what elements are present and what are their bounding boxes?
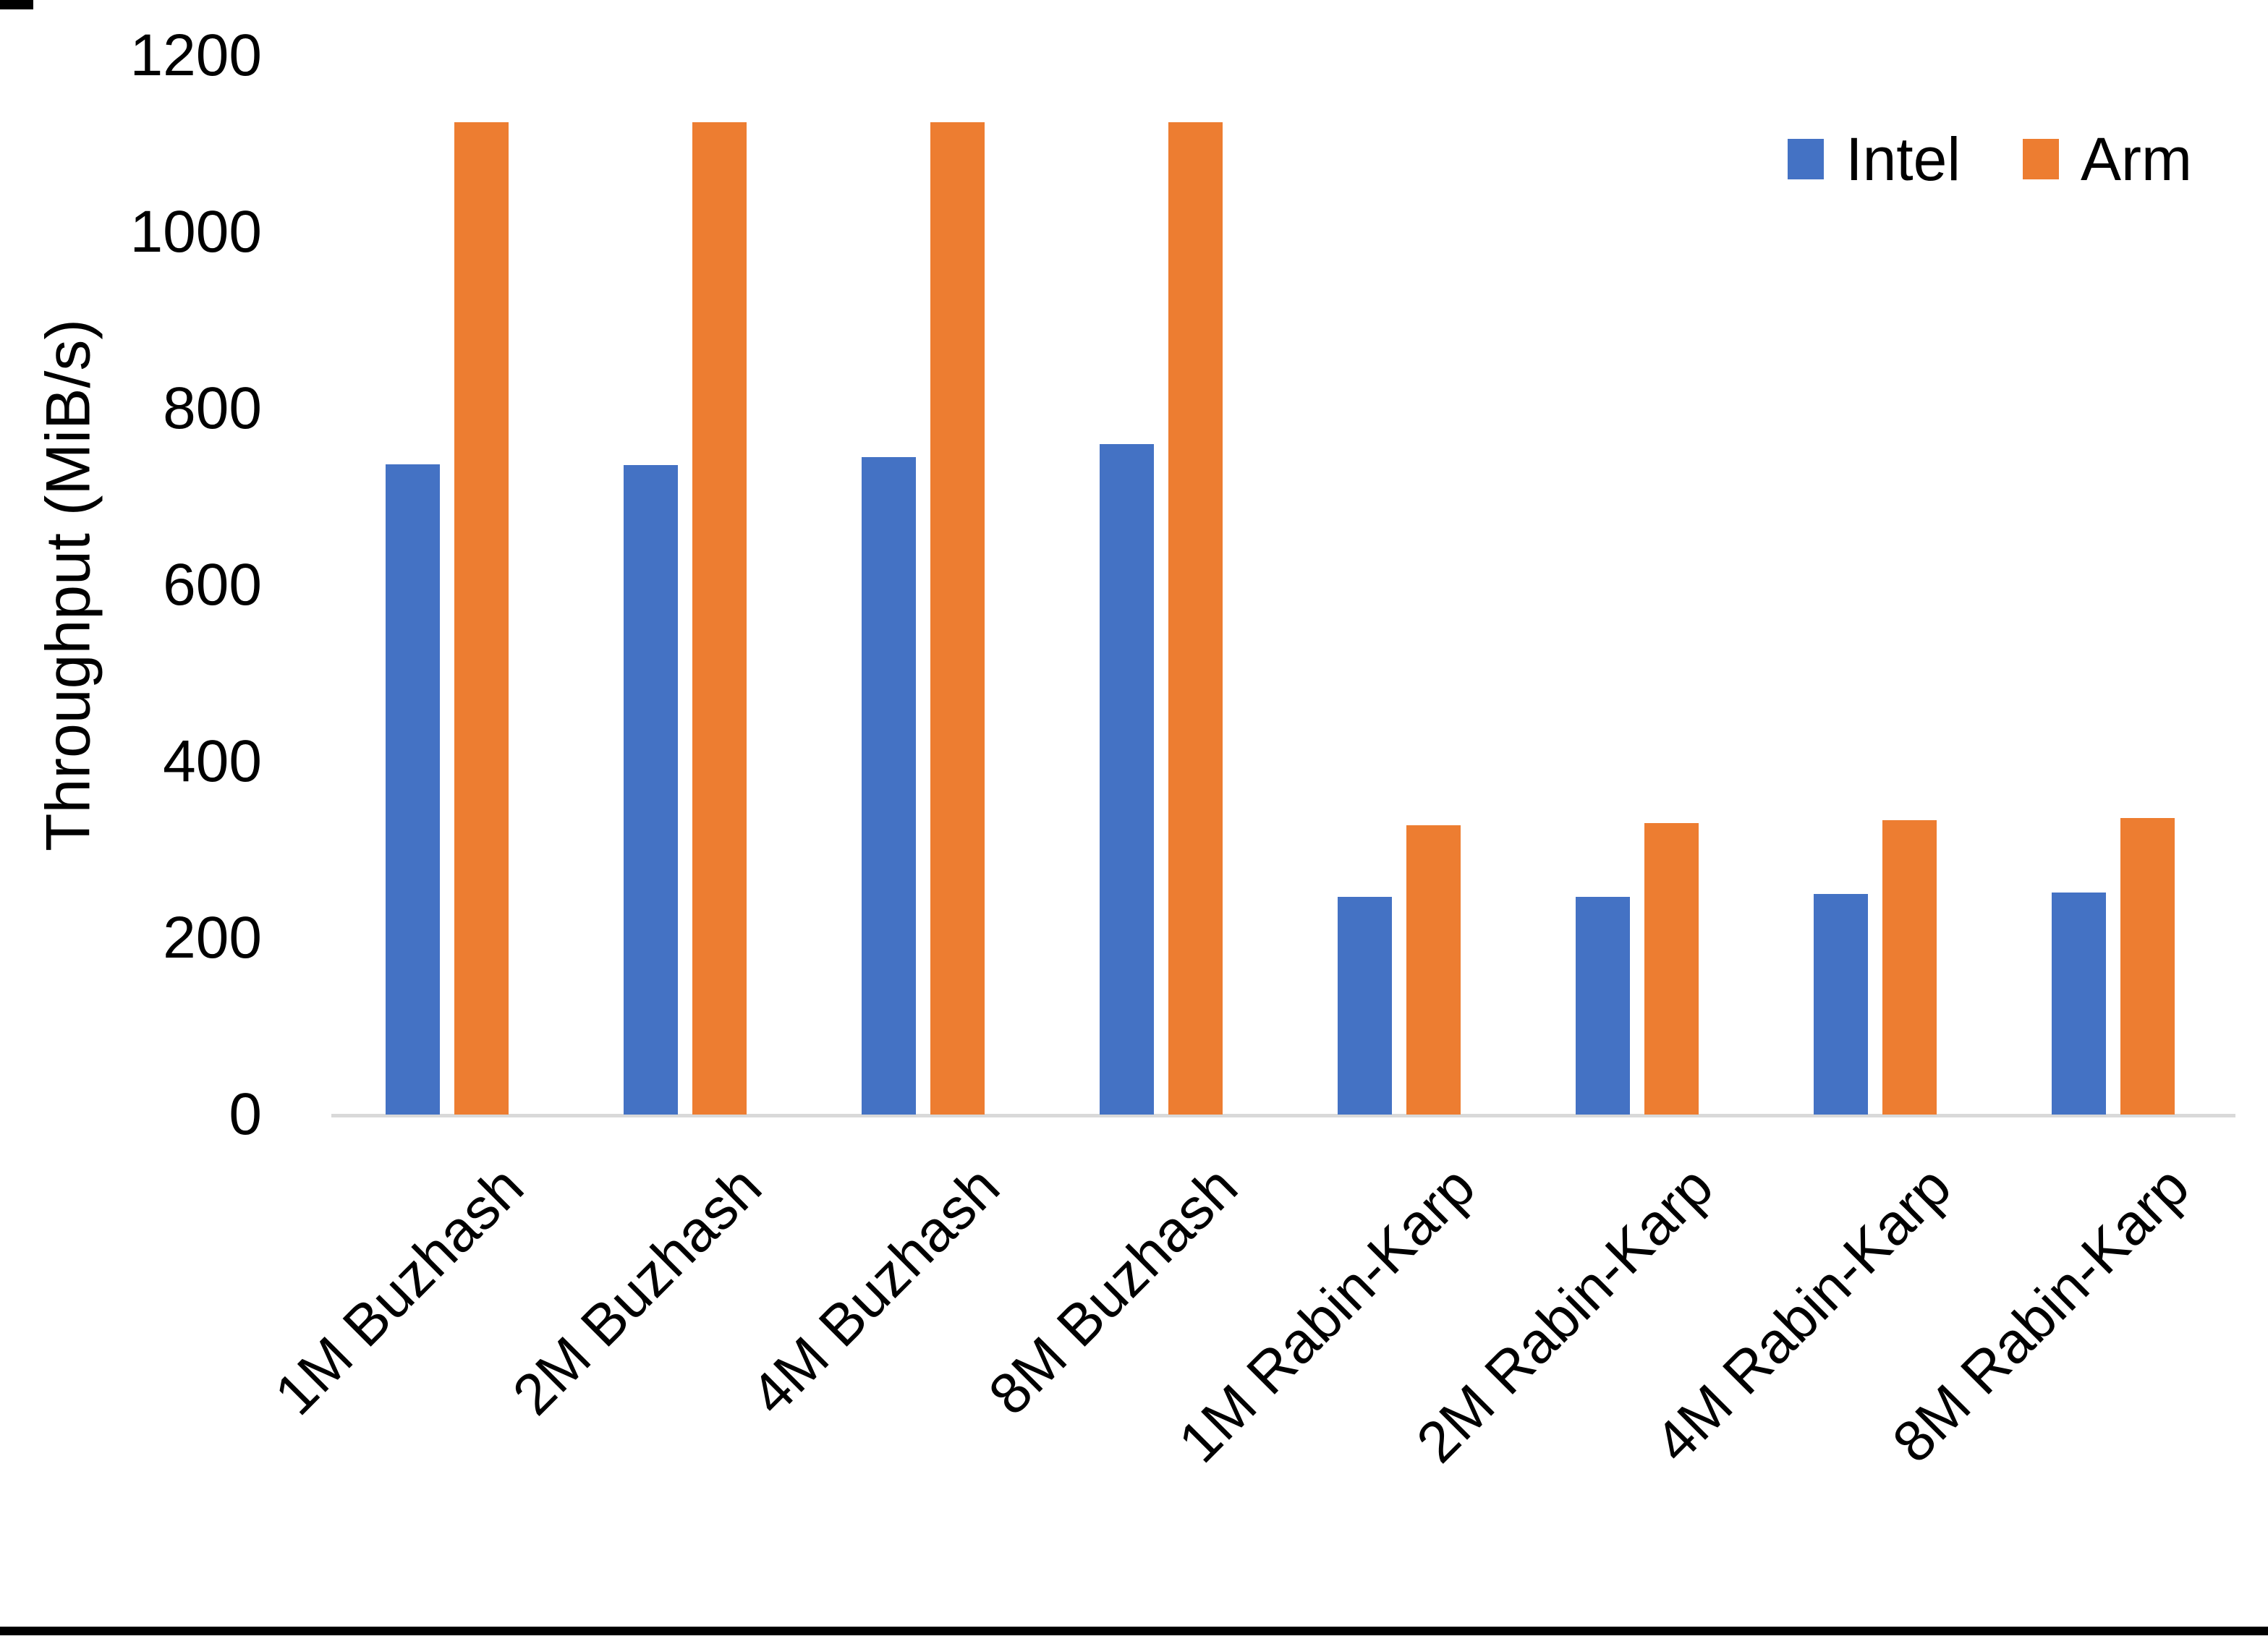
- bar-intel-4m-rabin-karp: [1814, 894, 1868, 1115]
- bar-intel-8m-buzhash: [1100, 443, 1154, 1115]
- y-tick-label-600: 600: [163, 552, 262, 618]
- x-axis-labels: 1M Buzhash 2M Buzhash 4M Buzhash 8M Buzhash…: [263, 1115, 2235, 1621]
- plot-area: [331, 56, 2235, 1117]
- bar-intel-1m-buzhash: [386, 464, 440, 1115]
- x-axis-line: [331, 1114, 2235, 1117]
- y-tick-label-400: 400: [163, 728, 262, 794]
- bar-intel-1m-rabin-karp: [1338, 896, 1392, 1115]
- y-axis-ticks: 1200 1000 800 600 400 200 0: [0, 0, 262, 1644]
- legend-label-intel: Intel: [1846, 125, 1961, 193]
- bar-arm-8m-rabin-karp: [2120, 818, 2175, 1115]
- x-category-label-2m-buzhash: 2M Buzhash: [500, 1154, 773, 1427]
- bar-arm-8m-buzhash: [1168, 122, 1223, 1115]
- y-tick-label-800: 800: [163, 375, 262, 441]
- y-tick-label-0: 0: [229, 1081, 262, 1147]
- bar-arm-2m-buzhash: [692, 122, 747, 1115]
- bar-arm-4m-rabin-karp: [1882, 819, 1937, 1115]
- legend-label-arm: Arm: [2081, 125, 2192, 193]
- bar-intel-8m-rabin-karp: [2052, 892, 2106, 1115]
- bar-arm-2m-rabin-karp: [1644, 823, 1699, 1115]
- bar-arm-1m-rabin-karp: [1406, 825, 1461, 1115]
- bar-arm-4m-buzhash: [930, 122, 985, 1115]
- x-category-label-8m-buzhash: 8M Buzhash: [976, 1154, 1249, 1427]
- page-border-top-left-mark: [0, 0, 33, 9]
- legend-item-intel: Intel: [1788, 129, 1961, 189]
- x-category-label-1m-buzhash: 1M Buzhash: [262, 1154, 535, 1427]
- legend-swatch-intel: [1788, 139, 1825, 179]
- y-tick-label-1000: 1000: [129, 199, 262, 265]
- legend-swatch-arm: [2023, 139, 2060, 179]
- y-tick-label-200: 200: [163, 905, 262, 971]
- legend-item-arm: Arm: [2023, 129, 2192, 189]
- page-border-bottom: [0, 1627, 2268, 1635]
- bar-arm-1m-buzhash: [454, 122, 509, 1115]
- bar-intel-2m-buzhash: [624, 465, 678, 1115]
- y-tick-label-1200: 1200: [129, 22, 262, 88]
- bar-intel-2m-rabin-karp: [1576, 896, 1630, 1115]
- legend: Intel Arm: [1788, 129, 2192, 189]
- x-category-label-4m-buzhash: 4M Buzhash: [738, 1154, 1011, 1427]
- bar-intel-4m-buzhash: [862, 457, 916, 1115]
